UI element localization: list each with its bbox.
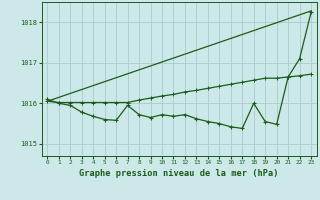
- X-axis label: Graphe pression niveau de la mer (hPa): Graphe pression niveau de la mer (hPa): [79, 169, 279, 178]
